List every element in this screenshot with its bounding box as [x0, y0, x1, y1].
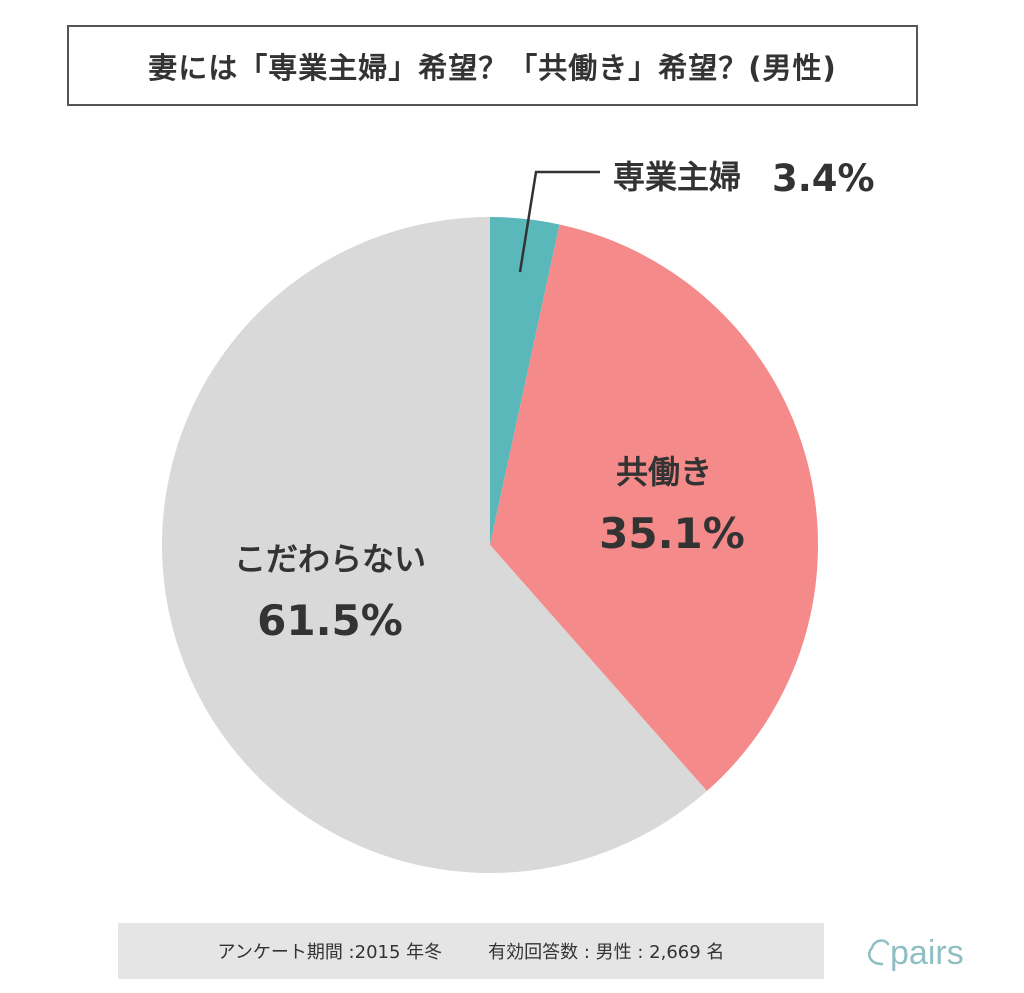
logo-cloud-icon — [868, 939, 890, 966]
title-box: 妻には「専業主婦」希望？「共働き」希望？(男性) — [67, 25, 918, 106]
slice-label-tomobataraki: 共働き — [616, 453, 712, 491]
survey-footer: アンケート期間 :2015 年冬 有効回答数 : 男性 : 2,669 名 — [118, 923, 824, 979]
slice-value-tomobataraki: 35.1% — [599, 509, 745, 558]
slice-label-kodawaranai: こだわらない — [234, 540, 426, 578]
slice-label-senshu-shufu: 専業主婦 — [613, 158, 741, 196]
pairs-logo: pairs — [868, 934, 964, 972]
slice-value-senshu-shufu: 3.4% — [772, 157, 875, 200]
slice-value-kodawaranai: 61.5% — [257, 596, 403, 645]
logo-text: pairs — [890, 934, 964, 972]
pie-slices — [161, 217, 818, 873]
survey-period: アンケート期間 :2015 年冬 — [217, 942, 443, 963]
leader-line-senshu-shufu — [518, 170, 600, 273]
survey-respondents: 有効回答数 : 男性 : 2,669 名 — [488, 942, 725, 963]
pie-slice-senshu-shufu — [490, 217, 560, 545]
pie-slice-kodawaranai — [161, 217, 707, 873]
chart-title: 妻には「専業主婦」希望？「共働き」希望？(男性) — [148, 50, 837, 85]
pie-slice-tomobataraki — [490, 224, 818, 792]
